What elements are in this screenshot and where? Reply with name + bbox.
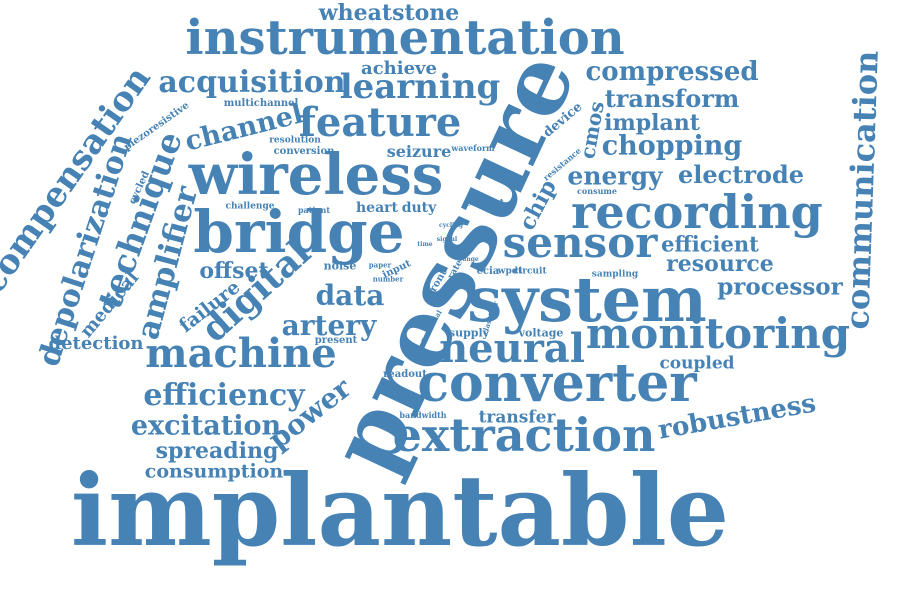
word-artery: artery	[281, 309, 377, 342]
word-time: time	[417, 241, 433, 248]
word-heart: heart	[356, 200, 398, 216]
word-current: current	[466, 198, 504, 209]
word-waveform: waveform	[451, 143, 495, 153]
word-electrode: electrode	[677, 160, 805, 189]
word-transfer: transfer	[478, 407, 556, 428]
word-supply: supply	[448, 326, 490, 340]
word-data: data	[315, 279, 385, 312]
word-bandwidth: bandwidth	[399, 410, 447, 420]
word-sampling: sampling	[591, 269, 639, 280]
word-circuit: circuit	[513, 266, 547, 277]
word-consume: consume	[577, 186, 617, 196]
word-voltage: voltage	[518, 326, 564, 340]
word-cycling: cycling	[439, 222, 463, 229]
word-resource: resource	[666, 251, 774, 277]
word-energy: energy	[567, 161, 663, 191]
word-present: present	[314, 335, 358, 346]
word-spreading: spreading	[155, 438, 279, 464]
word-bridge: bridge	[193, 198, 405, 266]
word-system: system	[467, 263, 707, 336]
word-paper: paper	[368, 260, 392, 270]
word-recording: recording	[571, 185, 823, 239]
word-instrumentation: instrumentation	[185, 10, 625, 66]
word-challenge: challenge	[225, 201, 275, 212]
word-seizure: seizure	[386, 142, 452, 161]
word-efficiency: efficiency	[143, 378, 305, 413]
word-signal: signal	[436, 236, 458, 243]
word-chopping: chopping	[601, 130, 743, 162]
word-readout: readout	[383, 369, 427, 380]
word-sensor: sensor	[502, 218, 658, 267]
word-coupled: coupled	[659, 353, 735, 374]
word-efficient: efficient	[661, 231, 759, 257]
word-duty: duty	[401, 200, 437, 216]
word-wheatstone: wheatstone	[318, 0, 460, 26]
word-wpdt: wpdt	[497, 266, 523, 277]
word-machine: machine	[145, 330, 337, 377]
word-resolution: resolution	[269, 135, 321, 146]
word-offset: offset	[199, 258, 269, 284]
word-implantable: implantable	[70, 454, 730, 569]
word-noise: noise	[323, 259, 357, 273]
word-achieve: achieve	[361, 58, 437, 79]
word-multichannel: multichannel	[223, 98, 299, 109]
word-converter: converter	[417, 353, 697, 414]
word-acquisition: acquisition	[158, 65, 346, 100]
word-consumption: consumption	[144, 460, 284, 483]
word-learning: learning	[339, 67, 501, 107]
word-range: range	[459, 256, 479, 263]
word-communication: communication	[838, 49, 886, 331]
word-monitoring: monitoring	[585, 309, 851, 358]
word-implant: implant	[604, 110, 700, 136]
word-number: number	[372, 274, 404, 284]
word-ccia: ccia	[476, 266, 500, 277]
word-feature: feature	[298, 99, 462, 146]
word-compressed: compressed	[585, 57, 759, 87]
word-transform: transform	[604, 84, 740, 113]
word-neural: neural	[439, 325, 585, 372]
word-detection: detection	[48, 333, 144, 354]
word-extraction: extraction	[392, 408, 656, 462]
word-wireless: wireless	[188, 142, 444, 208]
word-conversion: conversion	[273, 146, 335, 157]
word-patient: patient	[297, 205, 331, 215]
word-excitation: excitation	[130, 410, 282, 442]
word-processor: processor	[717, 273, 843, 301]
